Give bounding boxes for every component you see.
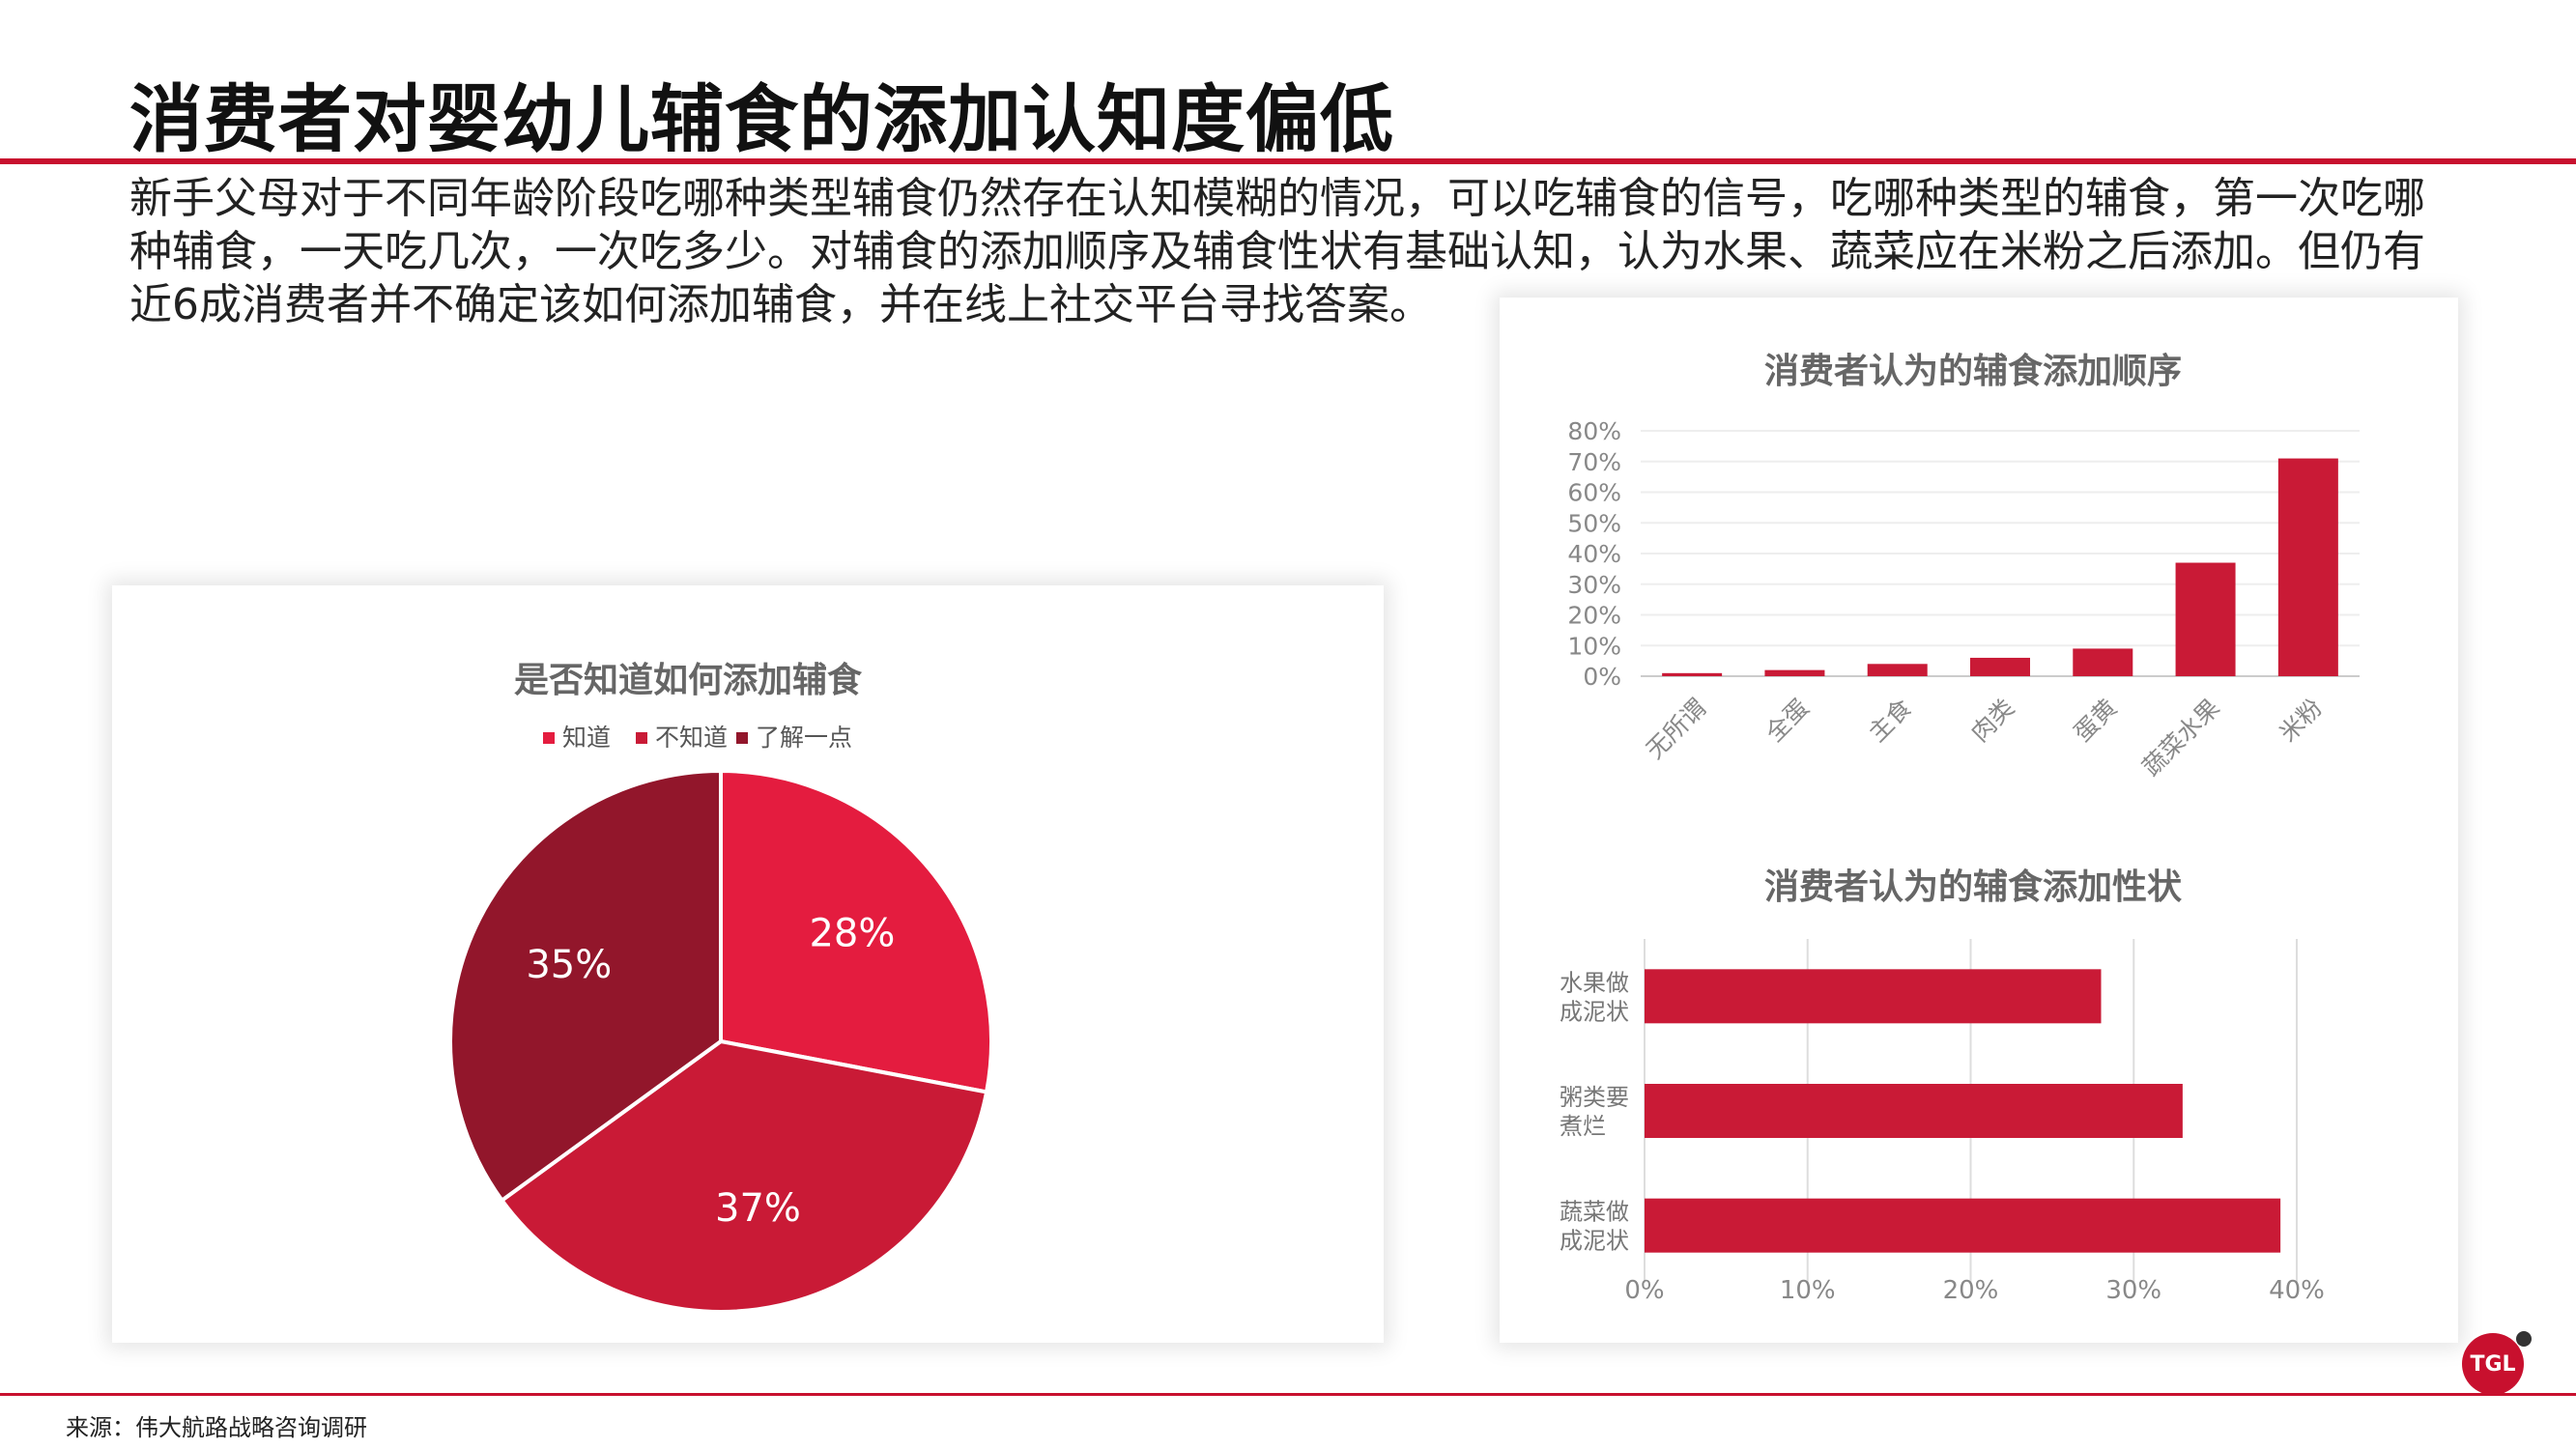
order-x-tick: 蔬菜水果 xyxy=(2137,694,2225,781)
texture-bar xyxy=(1645,1084,2183,1138)
pie-data-label: 37% xyxy=(715,1186,801,1231)
texture-x-tick: 40% xyxy=(2269,1276,2325,1305)
pie-chart-title: 是否知道如何添加辅食 xyxy=(514,661,863,700)
order-y-tick: 30% xyxy=(1567,571,1621,599)
order-y-tick: 70% xyxy=(1567,448,1621,476)
pie-slice xyxy=(719,768,993,1094)
order-bar xyxy=(1662,672,1723,676)
title-rule xyxy=(0,158,2576,164)
brand-logo: TGL xyxy=(2462,1333,2524,1395)
texture-x-tick: 30% xyxy=(2105,1276,2161,1305)
footer-rule xyxy=(0,1393,2576,1396)
order-y-tick: 20% xyxy=(1567,602,1621,630)
bar-charts: 消费者认为的辅食添加顺序0%10%20%30%40%50%60%70%80%无所… xyxy=(1560,352,2360,1305)
texture-chart-title: 消费者认为的辅食添加性状 xyxy=(1764,867,2183,907)
order-bar xyxy=(1764,669,1825,676)
bar-charts-card: 消费者认为的辅食添加顺序 0% 10% 20% 30% 40% 50% 60% 70% 80% 无所… xyxy=(1500,298,2458,1343)
order-y-tick: 0% xyxy=(1583,663,1621,691)
pie-slice xyxy=(448,768,723,1204)
texture-y-label: 水果做成泥状 xyxy=(1560,969,1629,1025)
page-description: 新手父母对于不同年龄阶段吃哪种类型辅食仍然存在认知模糊的情况，可以吃辅食的信号，… xyxy=(129,174,2425,329)
pie-slice xyxy=(499,1038,989,1314)
order-x-tick: 无所谓 xyxy=(1641,694,1712,765)
logo-dot-icon xyxy=(2516,1331,2532,1347)
order-y-tick: 10% xyxy=(1567,632,1621,660)
order-bar xyxy=(2175,562,2236,676)
order-x-tick: 米粉 xyxy=(2274,694,2328,748)
order-x-tick: 肉类 xyxy=(1965,694,2019,748)
legend-label: 知道 xyxy=(562,724,611,752)
texture-bar xyxy=(1645,1198,2281,1253)
texture-x-tick: 0% xyxy=(1624,1276,1664,1305)
order-y-tick: 60% xyxy=(1567,479,1621,507)
pie-data-label: 35% xyxy=(526,943,612,987)
order-y-tick: 40% xyxy=(1567,540,1621,568)
texture-y-label: 粥类要煮烂 xyxy=(1560,1084,1629,1140)
order-bar xyxy=(1867,664,1928,676)
legend-swatch xyxy=(636,732,647,744)
order-x-tick: 主食 xyxy=(1863,694,1917,748)
legend-label: 不知道 xyxy=(655,724,728,752)
order-x-tick: 蛋黄 xyxy=(2069,694,2123,748)
order-bar xyxy=(1970,657,2030,676)
texture-y-label: 蔬菜做成泥状 xyxy=(1560,1199,1629,1255)
pie-data-label: 28% xyxy=(809,912,895,956)
legend-swatch xyxy=(736,732,748,744)
source-note: 来源：伟大航路战略咨询调研 xyxy=(66,1414,367,1441)
pie-chart-card: 是否知道如何添加辅食知道 不知道 了解一点 28% 37% 35% xyxy=(112,585,1384,1343)
page-title: 消费者对婴幼儿辅食的添加认知度偏低 xyxy=(129,76,1394,162)
legend-label: 了解一点 xyxy=(756,724,852,752)
order-chart-title: 消费者认为的辅食添加顺序 xyxy=(1764,352,2182,391)
order-y-tick: 80% xyxy=(1567,417,1621,445)
order-bar xyxy=(2073,648,2133,676)
texture-x-tick: 10% xyxy=(1780,1276,1836,1305)
texture-bar xyxy=(1645,969,2102,1024)
legend-swatch xyxy=(543,732,555,744)
order-y-tick: 50% xyxy=(1567,509,1621,537)
texture-x-tick: 20% xyxy=(1943,1276,1999,1305)
order-x-tick: 全蛋 xyxy=(1760,694,1815,748)
order-bar xyxy=(2277,458,2338,676)
